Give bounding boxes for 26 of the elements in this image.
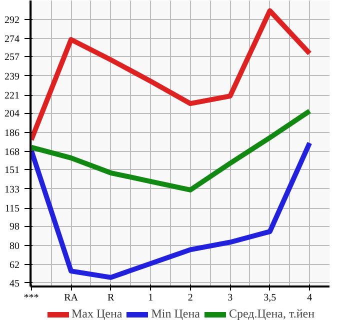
y-tick-label: 133 [4,184,20,196]
y-tick-label: 45 [10,278,20,290]
y-tick-label: 274 [4,34,20,45]
y-tick-label: 186 [4,128,20,139]
y-tick-label: 239 [4,71,20,82]
y-tick-label: 151 [4,165,20,176]
y-tick-label: 168 [4,147,20,158]
legend-label: Min Цена [151,306,200,322]
legend-label: Max Цена [71,306,122,322]
x-tick-label: RA [64,292,79,304]
x-tick-label: 3,5 [264,292,276,304]
y-tick-label: 80 [10,240,20,252]
y-tick-label: 221 [4,90,20,102]
x-tick-label: 3 [228,292,233,304]
y-tick-label: 292 [4,14,20,26]
y-tick-label: 257 [4,52,20,64]
y-tick-label: 204 [4,108,20,120]
x-tick-label: 1 [148,292,154,304]
x-tick-label: *** [24,292,39,304]
legend-label: Сред.Цена, т.йен [228,306,315,322]
x-tick-label: 4 [307,292,312,304]
x-tick-label: R [107,292,114,304]
y-tick-label: 62 [10,260,20,272]
x-tick-label: 2 [188,292,193,304]
y-tick-label: 98 [10,222,20,233]
y-tick-label: 115 [4,204,20,215]
